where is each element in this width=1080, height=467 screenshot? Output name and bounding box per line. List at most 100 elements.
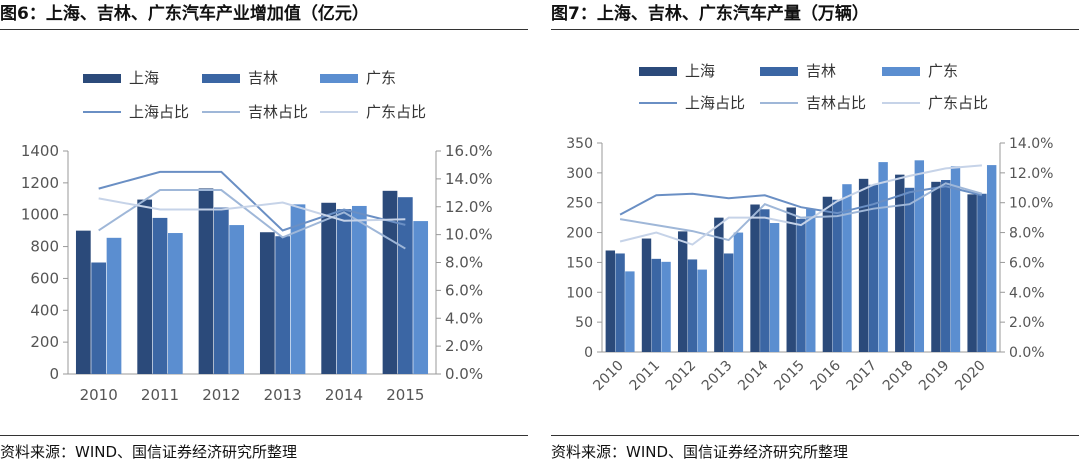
line-share-jilin bbox=[98, 189, 406, 250]
bar-guangdong bbox=[842, 184, 852, 352]
line-share-guangdong bbox=[619, 164, 982, 246]
x-tick-label: 2014 bbox=[735, 357, 772, 394]
bar-jilin bbox=[868, 184, 879, 352]
x-tick-label: 2018 bbox=[880, 358, 917, 395]
bar-jilin bbox=[687, 259, 698, 352]
chart-panel-production: 图7：上海、吉林、广东汽车产量（万辆） 0 50 100 150 200 250 300 35… bbox=[551, 0, 1079, 467]
bar-jilin bbox=[336, 209, 352, 374]
x-tick-label: 2012 bbox=[663, 358, 700, 395]
x-tick-label: 2011 bbox=[141, 386, 179, 404]
bar-jilin bbox=[977, 193, 987, 352]
legend-label: 上海占比 bbox=[129, 103, 189, 121]
line-share-shanghai bbox=[619, 185, 983, 216]
bar-guangdong bbox=[167, 233, 183, 374]
bar-jilin bbox=[832, 199, 842, 352]
x-tick-label: 2012 bbox=[202, 386, 240, 404]
legend-label: 吉林 bbox=[248, 69, 278, 87]
bar-guangdong bbox=[290, 204, 306, 374]
legend-label: 吉林占比 bbox=[248, 103, 308, 121]
y2-tick-label: 10.0% bbox=[445, 226, 493, 244]
x-tick-label: 2010 bbox=[590, 358, 627, 395]
bar-shanghai bbox=[967, 194, 977, 352]
legend-label: 上海 bbox=[685, 62, 715, 80]
x-tick-label: 2017 bbox=[844, 358, 881, 395]
y-tick-label: 300 bbox=[566, 166, 593, 182]
legend-label: 广东占比 bbox=[928, 94, 988, 112]
source-rule bbox=[0, 435, 528, 436]
y-tick-label: 1200 bbox=[21, 174, 59, 192]
title-rule bbox=[0, 29, 528, 30]
y2-tick-label: 12.0% bbox=[445, 198, 493, 216]
bar-jilin bbox=[91, 262, 107, 374]
y-tick-label: 0 bbox=[584, 345, 593, 361]
bar-jilin bbox=[760, 209, 770, 352]
chart-title: 图7：上海、吉林、广东汽车产量（万辆） bbox=[551, 4, 869, 24]
y-tick-label: 150 bbox=[566, 255, 593, 271]
bar-shanghai bbox=[641, 238, 652, 352]
y2-tick-label: 16.0% bbox=[445, 142, 493, 160]
y2-tick-label: 14.0% bbox=[445, 170, 493, 188]
legend-label: 广东占比 bbox=[366, 103, 426, 121]
bar-jilin bbox=[213, 207, 229, 374]
y-tick-label: 250 bbox=[566, 196, 593, 212]
y-tick-label: 1000 bbox=[21, 206, 59, 224]
y-tick-label: 400 bbox=[30, 301, 59, 319]
legend-label: 吉林占比 bbox=[806, 94, 866, 112]
bar-guangdong bbox=[625, 271, 635, 352]
y2-tick-label: 2.0% bbox=[445, 337, 483, 355]
legend-label: 吉林 bbox=[806, 62, 836, 80]
y-tick-label: 600 bbox=[30, 269, 59, 287]
y2-tick-label: 6.0% bbox=[1009, 255, 1045, 271]
legend-label: 广东 bbox=[366, 69, 396, 87]
legend-swatch bbox=[882, 67, 920, 76]
x-tick-label: 2015 bbox=[771, 358, 808, 395]
bar-shanghai bbox=[137, 199, 153, 374]
source-rule bbox=[551, 435, 1079, 436]
bar-guangdong bbox=[229, 225, 245, 374]
bar-shanghai bbox=[895, 174, 905, 352]
bar-shanghai bbox=[259, 232, 275, 374]
bar-guangdong bbox=[697, 269, 707, 352]
bar-shanghai bbox=[198, 188, 214, 374]
bar-shanghai bbox=[931, 181, 941, 352]
x-tick-label: 2011 bbox=[627, 358, 664, 395]
y2-tick-label: 6.0% bbox=[445, 281, 483, 299]
bar-jilin bbox=[796, 218, 806, 352]
y-tick-label: 100 bbox=[566, 285, 593, 301]
x-tick-label: 2013 bbox=[264, 386, 302, 404]
bar-shanghai bbox=[858, 178, 869, 352]
title-rule bbox=[551, 29, 1079, 30]
y2-tick-label: 12.0% bbox=[1009, 166, 1053, 182]
bar-jilin bbox=[275, 236, 291, 374]
legend-label: 广东 bbox=[928, 62, 958, 80]
x-tick-label: 2019 bbox=[916, 358, 953, 395]
y-tick-label: 0 bbox=[49, 365, 59, 383]
x-tick-label: 2014 bbox=[325, 386, 363, 404]
y-tick-label: 200 bbox=[30, 333, 59, 351]
bar-jilin bbox=[723, 253, 734, 352]
bar-jilin bbox=[651, 258, 661, 352]
line-share-jilin bbox=[619, 182, 983, 242]
x-tick-label: 2020 bbox=[952, 358, 989, 395]
bar-guangdong bbox=[769, 223, 780, 352]
bar-jilin bbox=[941, 180, 951, 352]
y-tick-label: 1400 bbox=[21, 142, 59, 160]
y2-tick-label: 10.0% bbox=[1009, 196, 1053, 212]
y2-tick-label: 0.0% bbox=[445, 365, 483, 383]
chart-panel-output-value: 图6：上海、吉林、广东汽车产业增加值（亿元） 0 200 400 600 800 1000… bbox=[0, 0, 528, 467]
legend-swatch bbox=[760, 67, 798, 76]
bar-shanghai bbox=[605, 250, 616, 352]
legend-swatch bbox=[639, 67, 677, 76]
bar-shanghai bbox=[75, 230, 91, 374]
y-tick-label: 350 bbox=[566, 136, 593, 152]
y2-tick-label: 0.0% bbox=[1009, 345, 1045, 361]
legend-label: 上海 bbox=[129, 69, 159, 87]
y2-tick-label: 8.0% bbox=[1009, 226, 1045, 242]
chart-source: 资料来源：WIND、国信证券经济研究所整理 bbox=[0, 443, 298, 461]
y2-tick-label: 8.0% bbox=[445, 254, 483, 272]
bar-guangdong bbox=[806, 208, 816, 352]
chart-title: 图6：上海、吉林、广东汽车产业增加值（亿元） bbox=[0, 4, 369, 24]
y2-tick-label: 4.0% bbox=[1009, 285, 1045, 301]
y2-tick-label: 4.0% bbox=[445, 309, 483, 327]
bar-jilin bbox=[397, 197, 413, 374]
